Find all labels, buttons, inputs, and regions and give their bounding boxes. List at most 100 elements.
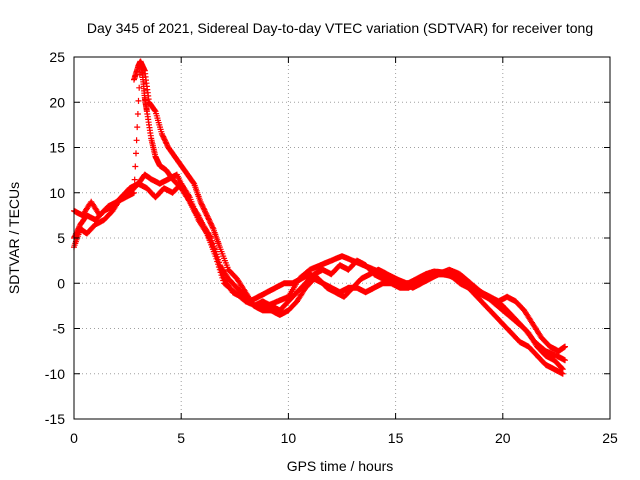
data-point	[264, 285, 278, 296]
data-point	[165, 144, 178, 159]
data-point	[529, 321, 544, 340]
data-point	[242, 298, 259, 309]
grid	[74, 57, 610, 419]
data-point	[521, 325, 537, 344]
data-point	[538, 334, 553, 349]
y-tick-label: 10	[49, 185, 65, 201]
data-point	[210, 225, 223, 249]
data-point	[414, 276, 430, 287]
x-axis-label: GPS time / hours	[287, 458, 394, 474]
data-point	[491, 311, 505, 327]
data-point	[562, 343, 568, 350]
data-point	[504, 293, 518, 304]
data-point	[456, 271, 473, 286]
data-point	[482, 302, 497, 317]
data-point	[195, 212, 210, 235]
data-point	[296, 267, 312, 282]
data-point	[148, 135, 158, 158]
data-point	[521, 307, 535, 326]
data-point	[317, 258, 334, 269]
y-tick-label: 25	[49, 49, 65, 65]
data-point	[559, 370, 566, 377]
data-point	[360, 262, 377, 273]
y-tick-label: 0	[57, 275, 65, 291]
data-point	[328, 263, 342, 278]
data-point	[178, 162, 190, 177]
data-point	[231, 289, 248, 304]
data-point	[83, 222, 98, 237]
data-point	[186, 198, 201, 217]
data-point	[555, 344, 568, 355]
data-point	[141, 171, 154, 182]
data-point	[285, 290, 300, 305]
data-point	[221, 280, 237, 295]
data-point	[339, 253, 355, 264]
data-point	[532, 339, 548, 354]
x-tick-label: 20	[495, 430, 511, 446]
x-tick-label: 10	[281, 430, 297, 446]
data-point	[156, 176, 171, 187]
data-point	[131, 71, 143, 196]
data-point	[499, 321, 514, 336]
axes: 0 5 10 15 20 25 -15 -10 -5 0 5 10 15 20 25	[45, 49, 618, 446]
data-point	[79, 200, 94, 219]
data-point	[349, 276, 364, 291]
data-point	[452, 275, 467, 286]
data-point	[264, 298, 280, 309]
data-point	[294, 281, 308, 296]
data-point	[197, 198, 210, 217]
data-point	[542, 361, 557, 372]
data-point	[131, 64, 141, 83]
data-point	[306, 262, 323, 273]
data-point	[489, 298, 505, 313]
data-point	[341, 285, 355, 300]
data-point	[139, 72, 148, 99]
x-tick-label: 25	[602, 430, 618, 446]
data-point	[225, 275, 240, 290]
data-point	[381, 271, 398, 282]
x-tick-label: 0	[70, 430, 78, 446]
data-point	[512, 298, 527, 313]
data-point	[101, 208, 115, 223]
data-point	[272, 280, 287, 291]
data-point	[163, 167, 175, 182]
data-point	[294, 286, 308, 305]
data-point	[169, 176, 184, 191]
data-point	[156, 162, 169, 173]
data-point	[510, 316, 527, 331]
series-track-a	[71, 171, 566, 373]
data-point	[542, 348, 559, 359]
data-point	[534, 352, 548, 367]
data-point	[109, 195, 124, 214]
data-point	[276, 299, 291, 314]
data-point	[551, 366, 565, 377]
y-tick-label: 5	[57, 230, 65, 246]
data-point	[143, 185, 158, 200]
data-point	[184, 171, 197, 186]
data-point	[525, 343, 540, 358]
data-point	[551, 357, 565, 372]
data-point	[414, 271, 428, 282]
data-point	[96, 204, 111, 219]
data-point	[328, 253, 344, 264]
data-point	[77, 213, 90, 228]
data-point	[118, 186, 132, 201]
data-point	[143, 108, 154, 139]
x-tick-label: 15	[388, 430, 404, 446]
data-point	[178, 185, 192, 204]
data-point	[444, 271, 458, 282]
data-point	[306, 271, 321, 282]
data-point	[371, 266, 387, 277]
data-point	[499, 307, 516, 322]
x-tick-label: 5	[177, 430, 185, 446]
data-point	[92, 217, 107, 228]
data-point	[152, 186, 167, 201]
data-point	[88, 198, 102, 217]
data-point	[225, 266, 240, 281]
data-point	[152, 153, 163, 168]
data-point	[435, 267, 452, 278]
data-point	[446, 266, 462, 277]
data-point	[212, 253, 227, 284]
data-point	[392, 275, 409, 286]
